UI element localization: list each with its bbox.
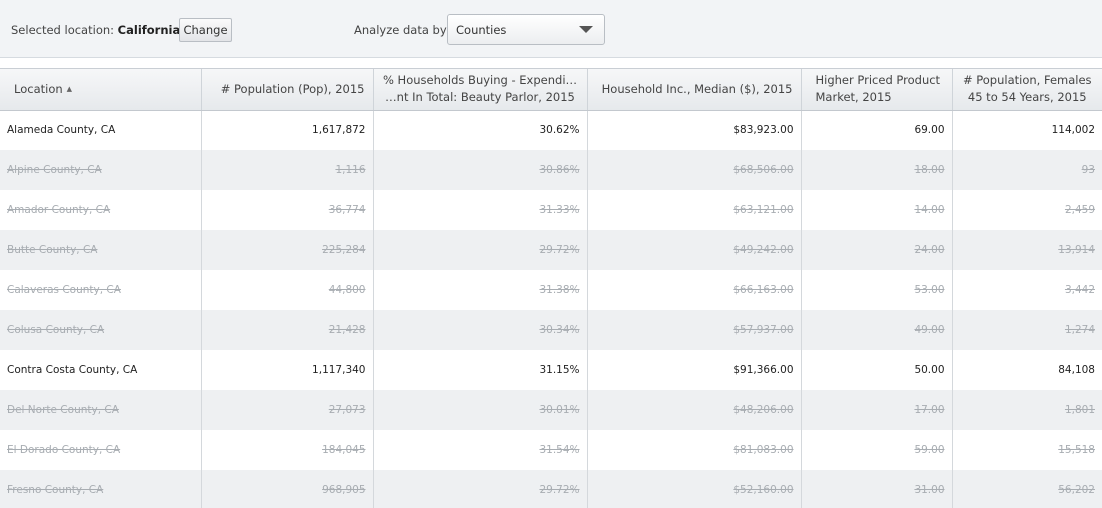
cell-beauty-parlor: 30.34% bbox=[373, 310, 588, 350]
cell-household-income: $52,160.00 bbox=[587, 470, 802, 508]
data-table-container: Location ▲ # Population (Pop), 2015 % Hou… bbox=[0, 68, 1102, 508]
column-header-higher-priced-market[interactable]: Higher Priced Product Market, 2015 bbox=[801, 69, 953, 111]
table-row[interactable]: El Dorado County, CA 184,045 31.54% $81,083… bbox=[0, 430, 1102, 470]
cell-location: Amador County, CA bbox=[0, 190, 202, 230]
cell-higher-priced-market: 14.00 bbox=[801, 190, 953, 230]
cell-females-45-54: 56,202 bbox=[952, 470, 1102, 508]
cell-location: Del Norte County, CA bbox=[0, 390, 202, 430]
cell-females-45-54: 2,459 bbox=[952, 190, 1102, 230]
cell-beauty-parlor: 29.72% bbox=[373, 230, 588, 270]
selected-location-text: Selected location: bbox=[11, 23, 115, 37]
table-row[interactable]: Amador County, CA 36,774 31.33% $63,121.00 1… bbox=[0, 190, 1102, 230]
cell-females-45-54: 1,801 bbox=[952, 390, 1102, 430]
cell-population: 184,045 bbox=[201, 430, 374, 470]
location-toolbar: Selected location: California Change Ana… bbox=[0, 0, 1102, 58]
cell-household-income: $68,506.00 bbox=[587, 150, 802, 190]
cell-higher-priced-market: 18.00 bbox=[801, 150, 953, 190]
table-header-row: Location ▲ # Population (Pop), 2015 % Hou… bbox=[0, 69, 1102, 111]
cell-household-income: $48,206.00 bbox=[587, 390, 802, 430]
cell-higher-priced-market: 31.00 bbox=[801, 470, 953, 508]
column-header-population[interactable]: # Population (Pop), 2015 bbox=[201, 69, 374, 111]
analyze-data-dropdown[interactable]: Counties bbox=[447, 14, 605, 45]
cell-beauty-parlor: 31.38% bbox=[373, 270, 588, 310]
cell-beauty-parlor: 31.54% bbox=[373, 430, 588, 470]
cell-higher-priced-market: 69.00 bbox=[801, 110, 953, 150]
cell-females-45-54: 114,002 bbox=[952, 110, 1102, 150]
cell-household-income: $63,121.00 bbox=[587, 190, 802, 230]
data-table: Location ▲ # Population (Pop), 2015 % Hou… bbox=[0, 69, 1102, 508]
cell-population: 1,117,340 bbox=[201, 350, 374, 390]
table-row[interactable]: Fresno County, CA 968,905 29.72% $52,160.00… bbox=[0, 470, 1102, 508]
cell-location: Colusa County, CA bbox=[0, 310, 202, 350]
cell-higher-priced-market: 17.00 bbox=[801, 390, 953, 430]
cell-beauty-parlor: 30.62% bbox=[373, 110, 588, 150]
cell-higher-priced-market: 49.00 bbox=[801, 310, 953, 350]
column-header-location[interactable]: Location ▲ bbox=[0, 69, 202, 111]
table-row[interactable]: Alpine County, CA 1,116 30.86% $68,506.00 18… bbox=[0, 150, 1102, 190]
cell-females-45-54: 13,914 bbox=[952, 230, 1102, 270]
table-row[interactable]: Del Norte County, CA 27,073 30.01% $48,206.… bbox=[0, 390, 1102, 430]
table-row[interactable]: Butte County, CA 225,284 29.72% $49,242.00 2… bbox=[0, 230, 1102, 270]
cell-population: 36,774 bbox=[201, 190, 374, 230]
column-header-females-45-54[interactable]: # Population, Females 45 to 54 Years, 20… bbox=[952, 69, 1102, 111]
cell-females-45-54: 15,518 bbox=[952, 430, 1102, 470]
cell-location: Alameda County, CA bbox=[0, 110, 202, 150]
cell-population: 968,905 bbox=[201, 470, 374, 508]
analyze-data-selected-value: Counties bbox=[456, 23, 507, 37]
sort-ascending-icon: ▲ bbox=[66, 84, 73, 93]
cell-household-income: $83,923.00 bbox=[587, 110, 802, 150]
table-row[interactable]: Alameda County, CA 1,617,872 30.62% $83,923… bbox=[0, 110, 1102, 150]
cell-beauty-parlor: 31.15% bbox=[373, 350, 588, 390]
table-row[interactable]: Calaveras County, CA 44,800 31.38% $66,163.… bbox=[0, 270, 1102, 310]
cell-beauty-parlor: 30.86% bbox=[373, 150, 588, 190]
selected-location-value: California bbox=[117, 23, 181, 37]
cell-population: 21,428 bbox=[201, 310, 374, 350]
cell-household-income: $81,083.00 bbox=[587, 430, 802, 470]
cell-location: Alpine County, CA bbox=[0, 150, 202, 190]
cell-location: Calaveras County, CA bbox=[0, 270, 202, 310]
cell-higher-priced-market: 24.00 bbox=[801, 230, 953, 270]
column-header-label: Location bbox=[14, 81, 63, 96]
cell-higher-priced-market: 50.00 bbox=[801, 350, 953, 390]
column-header-beauty-parlor[interactable]: % Households Buying - Expendi… …nt In To… bbox=[373, 69, 588, 111]
column-header-household-income[interactable]: Household Inc., Median ($), 2015 bbox=[587, 69, 802, 111]
analyze-data-label: Analyze data by: bbox=[354, 23, 450, 37]
table-row[interactable]: Contra Costa County, CA 1,117,340 31.15% $9… bbox=[0, 350, 1102, 390]
cell-females-45-54: 84,108 bbox=[952, 350, 1102, 390]
table-row[interactable]: Colusa County, CA 21,428 30.34% $57,937.00 4… bbox=[0, 310, 1102, 350]
cell-population: 225,284 bbox=[201, 230, 374, 270]
cell-beauty-parlor: 31.33% bbox=[373, 190, 588, 230]
cell-location: Contra Costa County, CA bbox=[0, 350, 202, 390]
cell-population: 1,617,872 bbox=[201, 110, 374, 150]
cell-location: El Dorado County, CA bbox=[0, 430, 202, 470]
cell-household-income: $57,937.00 bbox=[587, 310, 802, 350]
cell-household-income: $49,242.00 bbox=[587, 230, 802, 270]
selected-location-label: Selected location: California bbox=[11, 23, 180, 37]
cell-females-45-54: 3,442 bbox=[952, 270, 1102, 310]
table-body: Alameda County, CA 1,617,872 30.62% $83,923… bbox=[0, 110, 1102, 508]
cell-females-45-54: 1,274 bbox=[952, 310, 1102, 350]
cell-higher-priced-market: 59.00 bbox=[801, 430, 953, 470]
cell-beauty-parlor: 30.01% bbox=[373, 390, 588, 430]
cell-location: Fresno County, CA bbox=[0, 470, 202, 508]
chevron-down-icon bbox=[579, 26, 593, 33]
cell-females-45-54: 93 bbox=[952, 150, 1102, 190]
cell-population: 44,800 bbox=[201, 270, 374, 310]
cell-higher-priced-market: 53.00 bbox=[801, 270, 953, 310]
cell-location: Butte County, CA bbox=[0, 230, 202, 270]
cell-beauty-parlor: 29.72% bbox=[373, 470, 588, 508]
cell-household-income: $66,163.00 bbox=[587, 270, 802, 310]
cell-population: 1,116 bbox=[201, 150, 374, 190]
change-location-button[interactable]: Change bbox=[179, 18, 232, 42]
cell-population: 27,073 bbox=[201, 390, 374, 430]
cell-household-income: $91,366.00 bbox=[587, 350, 802, 390]
